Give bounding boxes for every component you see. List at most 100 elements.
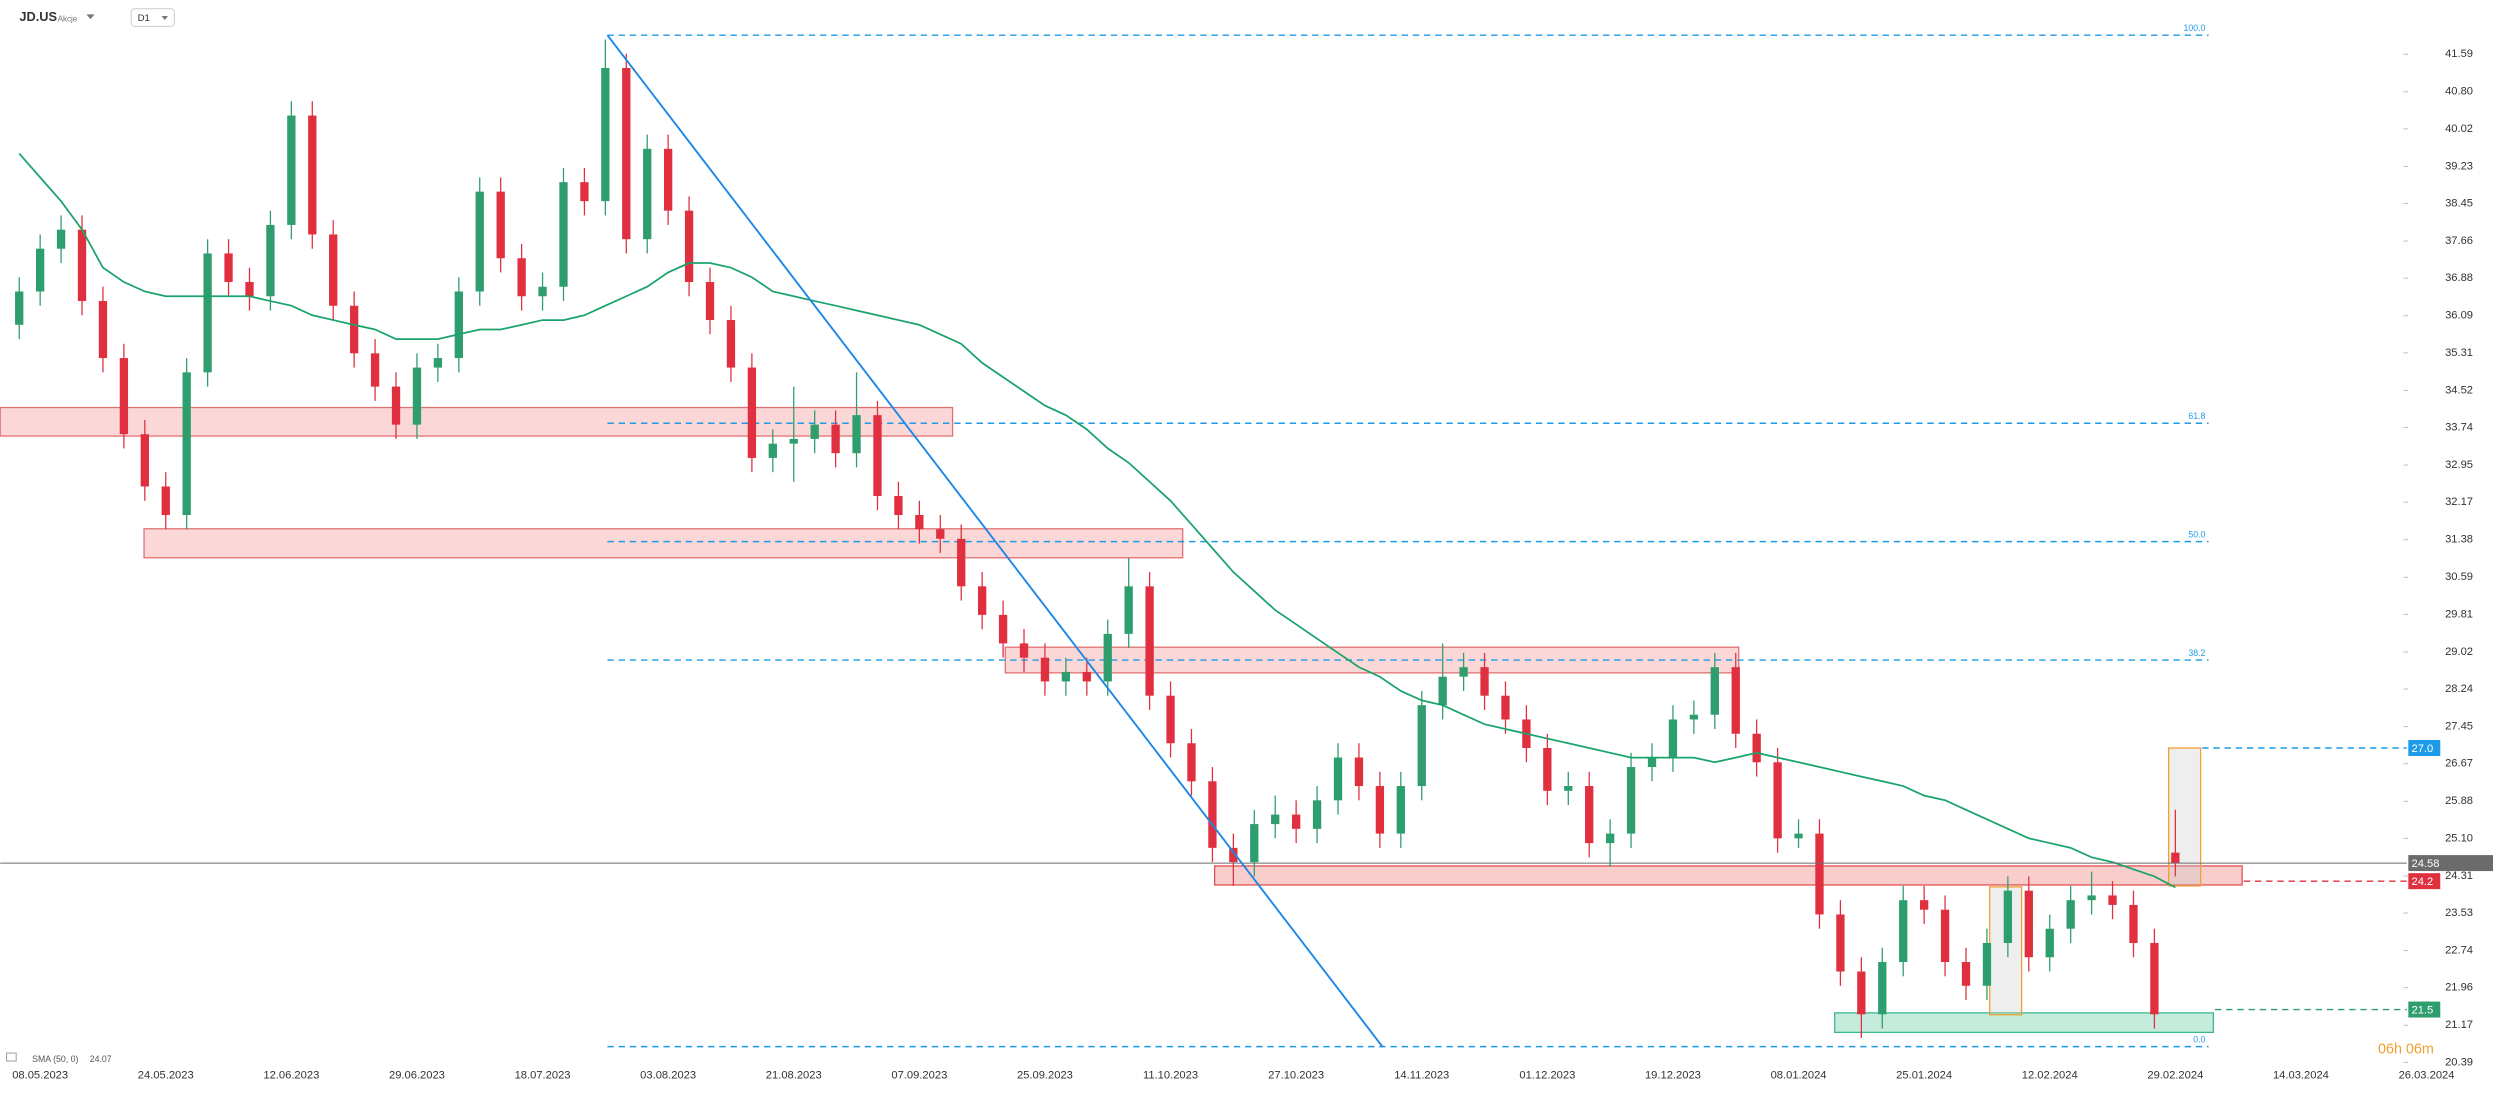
candle-body [998, 614, 1008, 644]
zone [1834, 1012, 2215, 1034]
candle-body [1229, 847, 1238, 863]
candle-body [161, 486, 170, 515]
x-tick-label: 29.02.2024 [2147, 1069, 2203, 1081]
x-tick-label: 08.01.2024 [1771, 1069, 1827, 1081]
candle-body [1647, 757, 1657, 768]
zone [143, 528, 1184, 559]
x-tick-label: 08.05.2023 [12, 1069, 68, 1081]
candle-body [831, 424, 840, 454]
candle-body [1668, 719, 1678, 758]
y-tick-label: 40.80 [2445, 86, 2473, 98]
candle-body [412, 367, 422, 425]
candle-body [1857, 971, 1866, 1015]
candle-body [140, 434, 149, 487]
y-tick-label: 29.81 [2445, 608, 2473, 620]
candle-body [1919, 900, 1929, 910]
candle-body [643, 148, 652, 240]
candle-body [287, 115, 296, 225]
plot [0, 34, 2407, 1048]
zone [2167, 747, 2202, 887]
timeframe-select[interactable] [130, 8, 175, 27]
candle-body [1982, 942, 1992, 986]
candle-body [2003, 890, 2013, 943]
countdown: 06h 06m [2378, 1042, 2434, 1058]
symbol-dropdown[interactable] [86, 14, 95, 20]
symbol: JD.US [19, 9, 57, 24]
candle-body [957, 538, 966, 587]
candle-body [1103, 633, 1112, 682]
legend-sma-name: SMA (50, 0) [32, 1054, 78, 1064]
x-tick-label: 25.09.2023 [1017, 1069, 1073, 1081]
y-tick-label: 31.38 [2445, 534, 2473, 546]
legend-icon[interactable] [6, 1052, 17, 1062]
candle-body [747, 367, 757, 458]
candle-body [1019, 643, 1029, 658]
fib-label: 0.0 [2193, 1035, 2205, 1045]
y-tick-label: 36.09 [2445, 310, 2473, 322]
price-level-box [2408, 1001, 2441, 1018]
candle-body [1396, 786, 1405, 834]
fib-label: 61.8 [2188, 411, 2205, 421]
candle-body [433, 358, 443, 368]
candle-body [1564, 786, 1573, 791]
x-tick-label: 21.08.2023 [766, 1069, 822, 1081]
candle-body [1689, 714, 1699, 720]
price-level-box [2408, 740, 2441, 756]
candle-body [496, 191, 505, 259]
candle-body [1459, 667, 1468, 677]
candle-body [977, 586, 987, 615]
candle-body [475, 191, 484, 292]
candle-body [1773, 762, 1782, 839]
candle-body [1480, 667, 1489, 696]
candle-body [1626, 767, 1636, 834]
candle-body [936, 529, 945, 539]
y-tick-label: 40.02 [2445, 123, 2473, 135]
candle-body [1731, 667, 1740, 734]
fib-label: 100.0 [2183, 23, 2205, 33]
candle-body [1354, 757, 1364, 787]
candle-body [1166, 695, 1175, 744]
candle-body [1501, 695, 1510, 720]
x-tick-label: 12.06.2023 [263, 1069, 319, 1081]
candle-body [182, 372, 191, 515]
candle-body [559, 182, 568, 287]
y-tick-label: 20.39 [2445, 1056, 2473, 1068]
y-tick-label: 21.17 [2445, 1019, 2473, 1031]
candle-body [1794, 833, 1803, 839]
candle-body [2024, 890, 2033, 958]
y-tick-label: 25.10 [2445, 832, 2473, 844]
candle-body [1124, 586, 1133, 634]
candle-body [1605, 833, 1615, 844]
candle-body [1082, 671, 1091, 682]
y-tick-label: 27.45 [2445, 721, 2473, 733]
candle-body [1815, 833, 1824, 915]
y-tick-label: 35.31 [2445, 347, 2473, 359]
candle-body [726, 320, 736, 368]
candle-body [1187, 743, 1196, 782]
y-tick-label: 37.66 [2445, 235, 2473, 247]
candle-body [454, 291, 463, 359]
x-tick-label: 18.07.2023 [515, 1069, 571, 1081]
candle-body [601, 68, 610, 202]
candle-body [1710, 667, 1719, 715]
candle-body [538, 286, 547, 297]
candle-body [98, 301, 108, 359]
candle-body [1899, 900, 1908, 962]
candle-body [203, 253, 212, 373]
candle-body [1438, 676, 1447, 706]
candle-body [1543, 748, 1552, 791]
trend-line [606, 34, 1384, 1048]
candle-body [517, 258, 526, 297]
candle-body [391, 386, 401, 425]
x-tick-label: 07.09.2023 [891, 1069, 947, 1081]
candle-body [852, 415, 861, 454]
candle-body [1940, 909, 1950, 962]
y-tick-label: 41.59 [2445, 48, 2473, 60]
price-level-label: 21.5 [2412, 1004, 2434, 1016]
timeframe-dropdown[interactable] [161, 15, 168, 20]
candle-body [1145, 586, 1154, 696]
y-tick-label: 32.17 [2445, 496, 2473, 508]
sma-line [18, 152, 2176, 889]
candle-body [915, 514, 924, 530]
